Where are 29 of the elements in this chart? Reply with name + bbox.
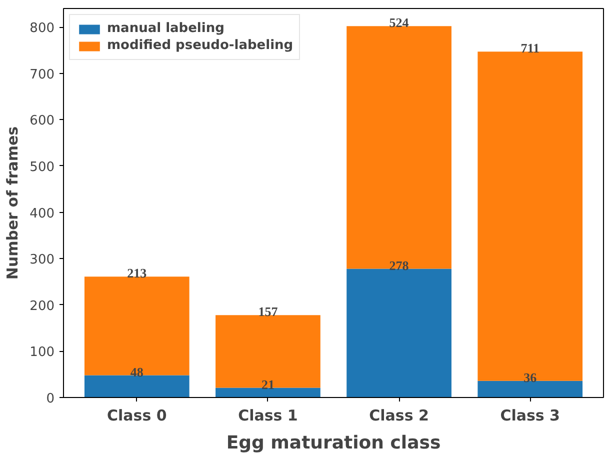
legend-label: modified pseudo-labeling [107,38,294,53]
x-tick-label: Class 2 [369,406,429,424]
x-tick-label: Class 0 [107,406,167,424]
data-label: 36 [524,370,538,385]
bar [346,268,452,398]
y-tick-label: 300 [30,252,55,268]
data-label: 21 [261,376,274,392]
data-label: 48 [130,364,144,380]
x-tick-label: Class 1 [238,406,298,424]
bar [478,52,583,381]
y-tick-label: 100 [30,345,55,360]
x-tick-label: Class 3 [500,406,560,424]
y-tick-label: 200 [30,298,55,314]
x-axis-title: Egg maturation class [226,432,441,454]
bar [478,380,583,398]
y-axis-title: Number of frames [4,126,22,280]
bar [84,276,190,376]
y-tick-label: 0 [46,392,55,406]
y-tick-label: 500 [30,160,55,175]
bar [84,375,190,398]
y-tick-label: 800 [30,21,55,36]
y-tick-label: 600 [30,114,55,129]
bar [346,26,452,269]
y-tick-label: 700 [30,67,55,82]
bar [216,315,320,388]
data-label: 278 [389,258,410,273]
legend-label: manual labeling [107,21,224,36]
y-tick-label: 400 [30,206,55,222]
bar [216,388,320,398]
